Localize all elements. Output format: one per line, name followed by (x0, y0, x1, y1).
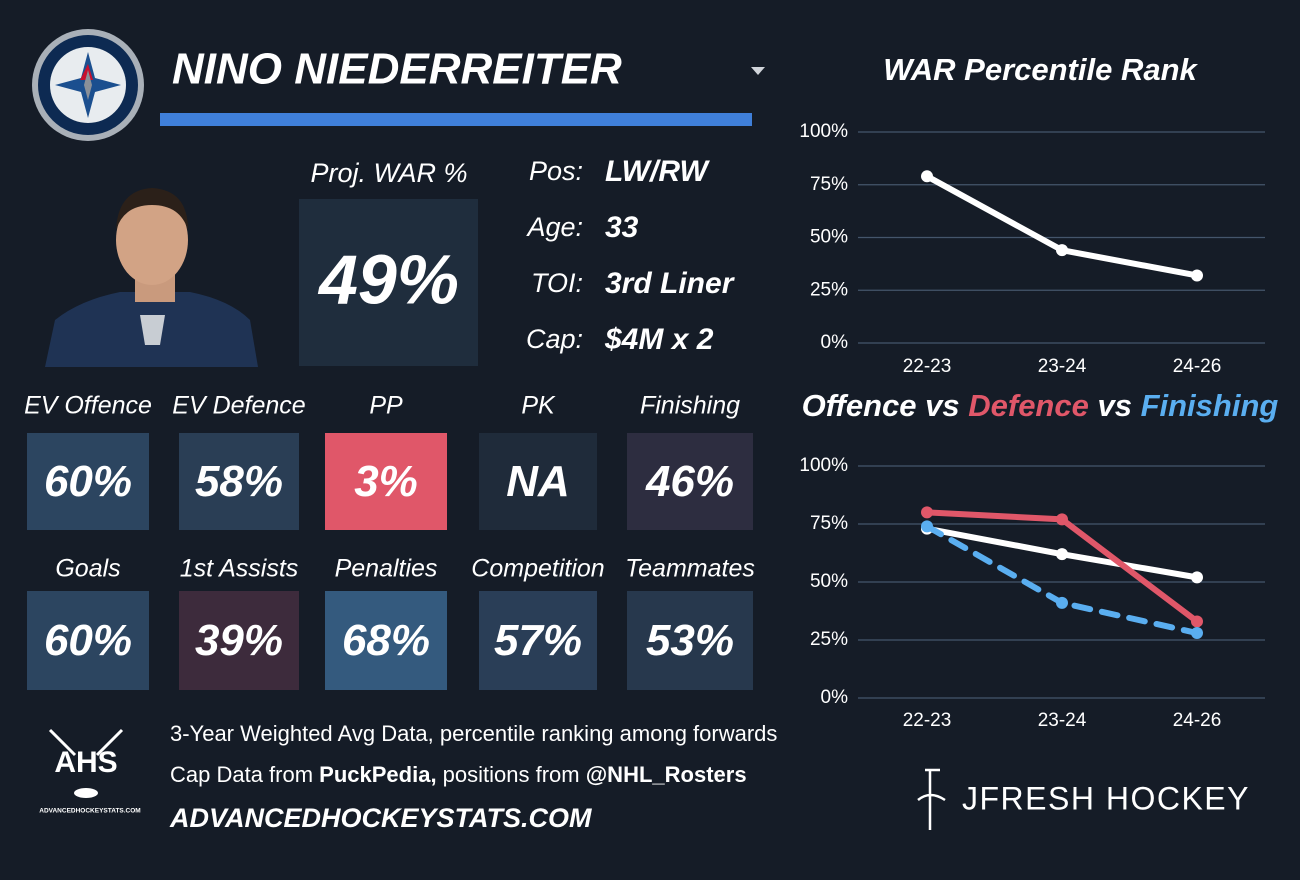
info-label: Pos: (529, 156, 583, 186)
proj-box (299, 199, 478, 366)
x-tick-label: 22-23 (903, 710, 952, 731)
proj-value: 49% (317, 240, 459, 318)
ahs-small: ADVANCEDHOCKEYSTATS.COM (39, 808, 140, 815)
y-tick-label: 100% (799, 121, 848, 142)
tile-value: 53% (646, 616, 734, 665)
point (1191, 269, 1203, 282)
point (1191, 627, 1203, 640)
title-separator: vs (1097, 388, 1131, 423)
tile (479, 433, 597, 530)
y-tick-label: 50% (810, 571, 848, 592)
x-tick-label: 24-26 (1173, 356, 1222, 377)
tile-value: 57% (494, 616, 582, 665)
title-series: Defence (960, 388, 1098, 423)
player-name: NINO NIEDERREITER (172, 45, 622, 94)
y-tick-label: 100% (799, 455, 848, 476)
jfresh-logo (917, 768, 946, 830)
tile (627, 591, 753, 690)
tile (627, 433, 753, 530)
y-tick-label: 0% (821, 687, 849, 708)
point (921, 520, 933, 533)
tile-label: EV Defence (172, 392, 305, 420)
ahs-text: AHS (54, 746, 117, 779)
x-tick-label: 23-24 (1038, 356, 1087, 377)
tile-label: Goals (55, 555, 120, 583)
x-tick-label: 23-24 (1038, 710, 1087, 731)
chart-title: WAR Percentile Rank (883, 52, 1198, 87)
proj-label: Proj. WAR % (310, 158, 467, 188)
x-tick-label: 24-26 (1173, 710, 1222, 731)
tile-value: 60% (44, 616, 132, 665)
brand: JFRESH HOCKEY (962, 780, 1250, 816)
tile (325, 591, 447, 690)
point (921, 506, 933, 519)
title-series: Finishing (1132, 388, 1278, 423)
info-value: 3rd Liner (605, 267, 736, 300)
point (921, 170, 933, 183)
y-tick-label: 25% (810, 279, 848, 300)
tile (325, 433, 447, 530)
footer-line1: 3-Year Weighted Avg Data, percentile ran… (170, 721, 777, 746)
tile-label: EV Offence (24, 392, 152, 420)
point (1191, 615, 1203, 628)
y-tick-label: 50% (810, 227, 848, 248)
info-label: TOI: (531, 268, 583, 298)
y-tick-label: 75% (810, 513, 848, 534)
tile-value: NA (506, 457, 570, 506)
point (1056, 596, 1068, 609)
tile-value: 68% (342, 616, 430, 665)
tile-label: PK (521, 392, 556, 420)
tile (27, 591, 149, 690)
tile-value: 58% (195, 457, 283, 506)
tile-label: Teammates (625, 555, 755, 583)
info-label: Cap: (526, 324, 583, 354)
footer-line2: Cap Data from PuckPedia, positions from … (170, 762, 747, 787)
chart-title: Offence vs Defence vs Finishing (802, 388, 1279, 423)
footer-bold: PuckPedia, (319, 762, 436, 787)
y-tick-label: 75% (810, 174, 848, 195)
info-value: 33 (605, 211, 639, 244)
title-series: Offence (802, 388, 925, 423)
tile-label: 1st Assists (180, 555, 299, 583)
tile-value: 60% (44, 457, 132, 506)
tile (27, 433, 149, 530)
tile-value: 3% (354, 457, 418, 506)
tile-label: Finishing (640, 392, 740, 420)
y-tick-label: 0% (821, 332, 849, 353)
dropdown-arrow[interactable] (751, 67, 765, 75)
tile-label: Competition (471, 555, 604, 583)
tile-value: 39% (195, 616, 283, 665)
tile (479, 591, 597, 690)
name-underline (160, 113, 752, 126)
tile (179, 591, 299, 690)
point (1056, 244, 1068, 257)
tile (179, 433, 299, 530)
tile-label: PP (369, 392, 403, 420)
tile-value: 46% (645, 457, 734, 506)
footer-text: positions from (437, 762, 586, 787)
website: ADVANCEDHOCKEYSTATS.COM (169, 803, 592, 833)
point (1191, 571, 1203, 584)
point (1056, 513, 1068, 526)
info-value: LW/RW (605, 155, 710, 188)
info-value: $4M x 2 (604, 323, 714, 356)
title-separator: vs (925, 388, 959, 423)
info-label: Age: (525, 212, 583, 242)
tile-label: Penalties (335, 555, 438, 583)
point (1056, 548, 1068, 561)
ahs-logo: AHS ADVANCEDHOCKEYSTATS.COM (39, 728, 141, 815)
team-logo (32, 29, 144, 141)
player-photo (45, 188, 258, 367)
y-tick-label: 25% (810, 629, 848, 650)
x-tick-label: 22-23 (903, 356, 952, 377)
footer-text: Cap Data from (170, 762, 319, 787)
footer-bold: @NHL_Rosters (586, 762, 747, 787)
